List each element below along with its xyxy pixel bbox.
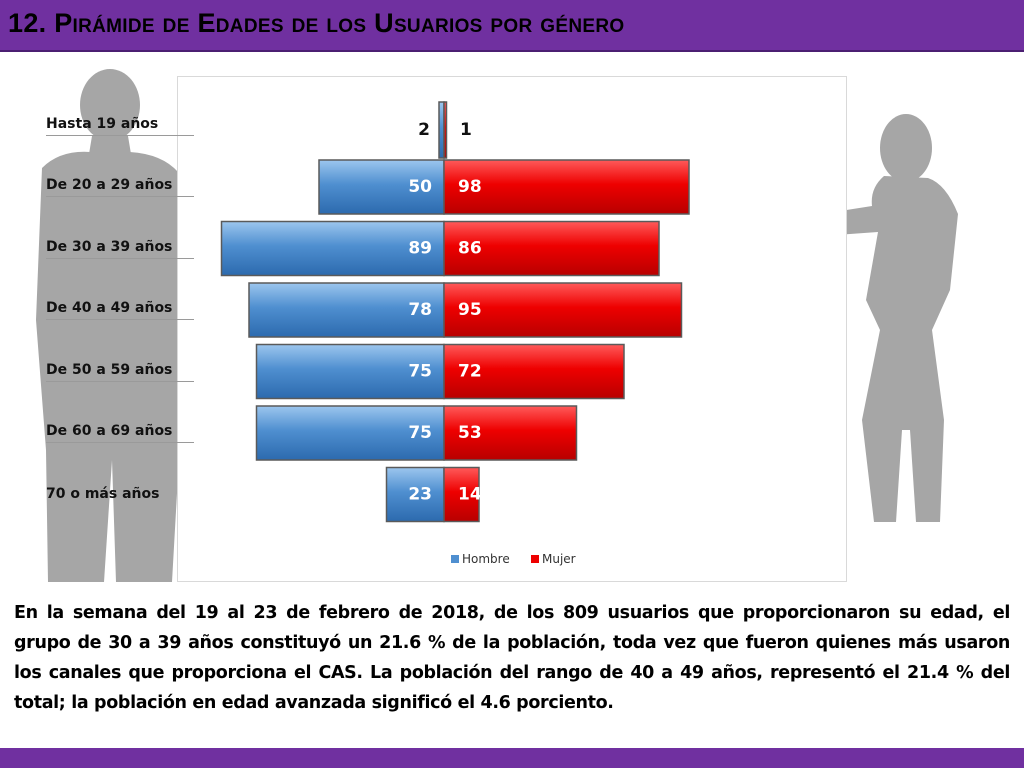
data-label-hombre: 75 [408,362,432,382]
category-label: De 30 a 39 años [46,239,194,259]
slide-title-text: Pirámide de Edades de los Usuarios por g… [54,8,625,38]
pyramid-chart: 2 1 50 98 89 86 78 95 75 72 75 53 23 14 Hombre Mujer [220,101,690,566]
legend-label-hombre: Hombre [462,552,510,566]
bar-mujer [443,220,660,277]
data-label-hombre: 2 [418,120,430,140]
data-label-mujer: 98 [458,177,482,197]
caption-paragraph: En la semana del 19 al 23 de febrero de … [14,603,1010,713]
bar-hombre [385,466,445,523]
bar-mujer [443,159,690,215]
bar-mujer [443,101,448,159]
bar-mujer [443,466,480,523]
slide-title: 12. Pirámide de Edades de los Usuarios p… [8,8,624,39]
woman-silhouette-icon [766,114,958,522]
data-label-mujer: 53 [458,423,482,443]
category-label: De 20 a 29 años [46,177,194,197]
data-label-mujer: 72 [458,362,482,382]
man-silhouette-icon [36,69,192,583]
data-label-hombre: 50 [408,177,432,197]
data-label-mujer: 95 [458,300,482,320]
bar-hombre [318,159,445,215]
category-label: De 40 a 49 años [46,300,194,320]
legend-label-mujer: Mujer [542,552,576,566]
data-label-hombre: 23 [408,485,432,505]
category-label: De 50 a 59 años [46,362,194,382]
data-label-mujer: 14 [458,485,482,505]
data-label-hombre: 89 [408,239,432,259]
data-label-mujer: 1 [460,120,472,140]
bar-hombre [220,220,445,277]
bottom-bar [0,748,1024,768]
bar-mujer [443,282,683,338]
bar-hombre [255,405,445,461]
category-label: De 60 a 69 años [46,423,194,443]
data-label-hombre: 75 [408,423,432,443]
bar-mujer [443,343,625,400]
category-label: 70 o más años [46,485,160,502]
slide-title-number: 12. [8,8,55,38]
bar-mujer [443,405,578,461]
data-label-mujer: 86 [458,239,482,259]
title-bar: 12. Pirámide de Edades de los Usuarios p… [0,0,1024,52]
data-label-hombre: 78 [408,300,432,320]
legend-swatch-hombre [451,555,459,563]
legend-swatch-mujer [531,555,539,563]
category-label: Hasta 19 años [46,116,194,136]
